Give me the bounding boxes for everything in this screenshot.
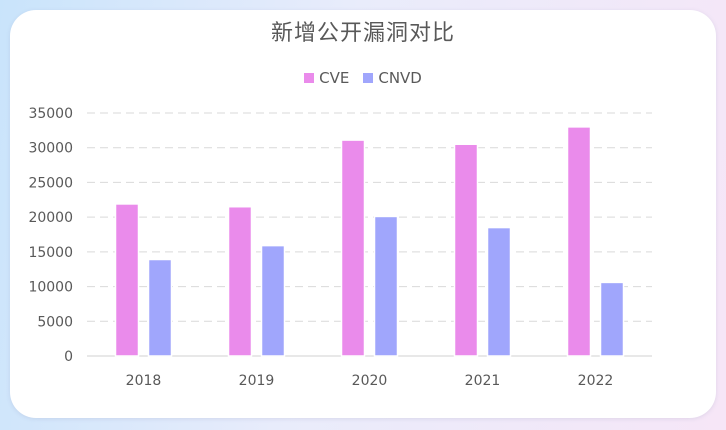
bar-cve-2018: [114, 203, 140, 357]
y-tick-label: 25000: [28, 175, 73, 191]
legend-item-cnvd: CNVD: [363, 69, 422, 87]
bar-cnvd-2021: [486, 226, 512, 357]
bar-cnvd-2019: [260, 244, 286, 357]
y-tick-label: 30000: [28, 141, 73, 157]
bar-cve-2020: [340, 139, 366, 357]
y-tick-label: 20000: [28, 210, 73, 226]
legend-label-cnvd: CNVD: [378, 69, 422, 87]
bar-cve-2019: [227, 205, 253, 357]
bar-cnvd-2022: [599, 281, 625, 357]
y-tick-label: 0: [64, 349, 73, 365]
chart-title: 新增公开漏洞对比: [270, 21, 455, 46]
y-tick-label: 35000: [28, 106, 73, 122]
legend-swatch-cnvd: [363, 73, 374, 83]
bar-cnvd-2020: [373, 215, 399, 357]
x-tick-label: 2021: [465, 373, 501, 389]
legend-swatch-cve: [304, 73, 315, 83]
legend-item-cve: CVE: [304, 69, 349, 87]
bar-cve-2021: [453, 143, 479, 357]
x-tick-label: 2022: [578, 373, 614, 389]
y-tick-label: 10000: [28, 280, 73, 296]
bar-cve-2022: [566, 126, 592, 357]
y-tick-label: 5000: [37, 314, 73, 330]
x-tick-label: 2018: [126, 373, 162, 389]
legend-label-cve: CVE: [319, 69, 350, 87]
legend: CVE CNVD: [0, 69, 726, 87]
x-tick-label: 2019: [239, 373, 275, 389]
y-tick-label: 15000: [28, 245, 73, 261]
x-tick-label: 2020: [352, 373, 388, 389]
bar-cnvd-2018: [147, 258, 173, 357]
